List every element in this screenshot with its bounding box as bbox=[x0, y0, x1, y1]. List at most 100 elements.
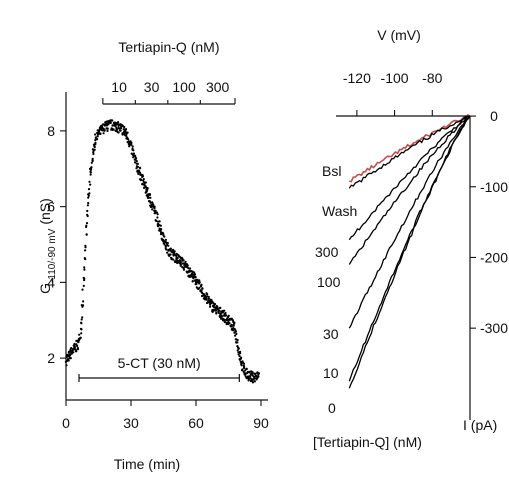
data-point bbox=[205, 298, 208, 301]
data-point bbox=[80, 332, 83, 335]
data-point bbox=[82, 284, 85, 287]
data-point bbox=[166, 251, 169, 254]
data-point bbox=[132, 149, 135, 152]
time-tick-label-2: 60 bbox=[188, 415, 204, 431]
data-point bbox=[257, 372, 260, 375]
iv-trace-wash bbox=[348, 115, 470, 189]
data-point bbox=[117, 131, 120, 134]
data-point bbox=[102, 123, 105, 126]
data-point bbox=[114, 125, 117, 128]
trace-label-bsl: Bsl bbox=[322, 163, 341, 179]
conductance-axis-label-unit: (nS) bbox=[37, 198, 53, 224]
data-point bbox=[136, 165, 139, 168]
data-point bbox=[115, 126, 118, 130]
data-point bbox=[123, 125, 126, 129]
data-point bbox=[96, 138, 99, 141]
data-point bbox=[151, 208, 154, 211]
data-point bbox=[130, 142, 133, 145]
data-point bbox=[209, 303, 212, 306]
data-point bbox=[127, 138, 130, 141]
data-point bbox=[159, 224, 162, 227]
current-tick-label-2: -200 bbox=[480, 249, 508, 265]
data-point bbox=[156, 213, 159, 216]
tertiapin-concentration-1: 30 bbox=[144, 79, 160, 95]
data-point bbox=[99, 132, 102, 136]
data-point bbox=[230, 325, 233, 328]
data-point bbox=[88, 192, 91, 195]
trace-label-10: 10 bbox=[323, 365, 339, 381]
data-point bbox=[73, 346, 77, 349]
data-point bbox=[89, 171, 92, 174]
data-point bbox=[166, 241, 169, 245]
data-point bbox=[126, 131, 129, 134]
data-point bbox=[91, 157, 94, 160]
data-point bbox=[133, 161, 137, 164]
data-point bbox=[226, 319, 229, 322]
data-point bbox=[81, 316, 84, 319]
data-point bbox=[103, 129, 106, 132]
voltage-axis-ticks: -120 -100 -80 bbox=[343, 70, 443, 116]
data-point bbox=[234, 330, 238, 333]
data-point bbox=[86, 204, 89, 207]
concentration-axis-label: [Tertiapin-Q] (nM) bbox=[313, 434, 422, 450]
data-point bbox=[213, 308, 216, 311]
data-point bbox=[89, 168, 93, 171]
conductance-axis-label: G-110/-90 mV (nS) bbox=[37, 198, 58, 294]
voltage-axis-title: V (mV) bbox=[377, 27, 421, 43]
data-point bbox=[191, 280, 194, 283]
data-point bbox=[253, 377, 256, 380]
data-point bbox=[198, 281, 201, 284]
current-tick-label-0: 0 bbox=[490, 108, 498, 124]
data-point bbox=[189, 267, 192, 270]
data-point bbox=[153, 207, 156, 210]
data-point bbox=[94, 133, 97, 136]
data-point bbox=[102, 127, 105, 130]
data-point bbox=[80, 318, 83, 321]
data-point bbox=[194, 276, 197, 279]
data-point bbox=[137, 172, 140, 175]
data-point bbox=[187, 267, 190, 270]
current-axis-label: I (pA) bbox=[463, 417, 497, 433]
data-point bbox=[223, 309, 226, 312]
data-point bbox=[94, 141, 97, 144]
data-point bbox=[179, 263, 182, 266]
data-point bbox=[160, 228, 163, 231]
data-point bbox=[200, 283, 203, 286]
data-point bbox=[244, 369, 247, 372]
data-point bbox=[134, 156, 137, 160]
data-point bbox=[176, 257, 179, 260]
data-point bbox=[161, 232, 165, 235]
data-point bbox=[155, 211, 159, 214]
current-voltage-traces bbox=[348, 113, 471, 389]
data-point bbox=[77, 341, 80, 344]
data-point bbox=[106, 127, 109, 130]
tertiapin-concentration-3: 300 bbox=[206, 79, 230, 95]
data-point bbox=[233, 331, 236, 334]
data-point bbox=[90, 166, 93, 169]
data-point bbox=[82, 300, 85, 303]
data-point bbox=[210, 299, 213, 302]
conductance-time-panel: 0 30 60 90 2 4 6 8 5-CT (30 nM) Tertiapin-Q (n… bbox=[37, 39, 269, 472]
data-point bbox=[224, 314, 227, 317]
data-point bbox=[164, 238, 167, 241]
data-point bbox=[215, 312, 218, 315]
data-point bbox=[253, 380, 256, 383]
data-point bbox=[232, 329, 235, 332]
data-point bbox=[219, 315, 222, 319]
data-point bbox=[234, 334, 237, 337]
data-point bbox=[72, 351, 75, 354]
data-point bbox=[112, 128, 115, 131]
data-point bbox=[122, 128, 126, 131]
iv-trace-bsl bbox=[349, 113, 471, 183]
data-point bbox=[200, 289, 203, 292]
data-point bbox=[124, 128, 128, 131]
data-point bbox=[158, 220, 161, 223]
trace-label-30: 30 bbox=[323, 326, 339, 342]
data-point bbox=[147, 196, 150, 199]
data-point bbox=[165, 248, 168, 251]
data-point bbox=[139, 171, 142, 174]
data-point bbox=[237, 347, 240, 350]
data-point bbox=[84, 249, 87, 252]
data-point bbox=[68, 350, 71, 353]
